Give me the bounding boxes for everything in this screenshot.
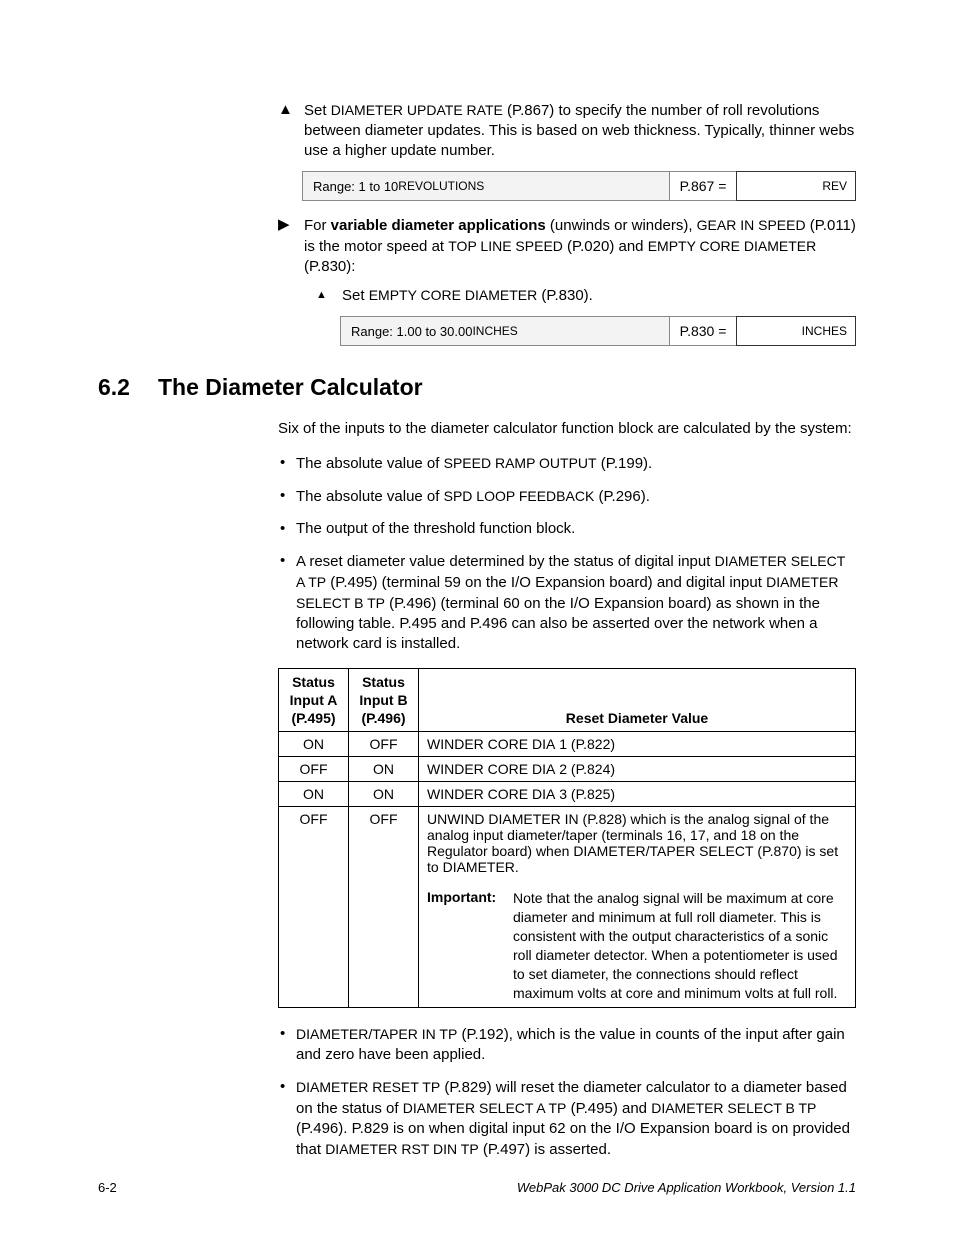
param-range: Range: 1 to 10 REVOLUTIONS — [302, 171, 670, 201]
cell-a: OFF — [279, 807, 349, 1008]
bullet-item: DIAMETER RESET TP (P.829) will reset the… — [278, 1077, 856, 1160]
doc-title: WebPak 3000 DC Drive Application Workboo… — [517, 1180, 856, 1195]
th-input-a: Status Input A (P.495) — [279, 669, 349, 732]
cell-a: ON — [279, 782, 349, 807]
param-row-p830: Range: 1.00 to 30.00 INCHES P.830 = INCH… — [340, 316, 856, 346]
triangle-up-icon: ▲ — [278, 100, 298, 120]
cell-b: ON — [349, 782, 419, 807]
page: ▲ Set DIAMETER UPDATE RATE (P.867) to sp… — [0, 0, 954, 1235]
p7: EMPTY CORE DIAMETER — [648, 238, 817, 254]
important-label: Important: — [427, 889, 513, 1003]
triangle-right-icon: ▶ — [278, 215, 298, 235]
p6: (P.020) and — [563, 238, 648, 255]
p8: (P.830): — [304, 258, 355, 275]
cell-c: WINDER CORE DIA 3 (P.825) — [419, 782, 856, 807]
step-item-diameter-update-rate: ▲ Set DIAMETER UPDATE RATE (P.867) to sp… — [278, 100, 856, 161]
param-label: P.867 = — [670, 171, 736, 201]
th-input-b: Status Input B (P.496) — [349, 669, 419, 732]
range-unit: REVOLUTIONS — [398, 179, 484, 193]
s2: (P.830). — [537, 287, 593, 304]
param-unit: INCHES — [802, 324, 847, 338]
range-unit: INCHES — [472, 324, 517, 338]
p5: TOP LINE SPEED — [448, 238, 563, 254]
param-row-p867: Range: 1 to 10 REVOLUTIONS P.867 = REV — [302, 171, 856, 201]
cell-a: ON — [279, 732, 349, 757]
cell-b: OFF — [349, 807, 419, 1008]
page-footer: 6-2 WebPak 3000 DC Drive Application Wor… — [98, 1180, 856, 1195]
bullet-list-b: DIAMETER/TAPER IN TP (P.192), which is t… — [278, 1024, 856, 1160]
important-note: Important: Note that the analog signal w… — [427, 889, 847, 1003]
cell-b: ON — [349, 757, 419, 782]
bullet-item: The absolute value of SPD LOOP FEEDBACK … — [278, 486, 856, 507]
p0: For — [304, 217, 331, 234]
step-text: Set DIAMETER UPDATE RATE (P.867) to spec… — [304, 100, 856, 161]
table-row: OFF OFF UNWIND DIAMETER IN (P.828) which… — [279, 807, 856, 1008]
section-number: 6.2 — [98, 374, 158, 401]
bullet-list-a: The absolute value of SPEED RAMP OUTPUT … — [278, 453, 856, 654]
range-label: Range: 1.00 to 30.00 — [351, 324, 472, 339]
sub-step-empty-core: ▲ Set EMPTY CORE DIAMETER (P.830). — [316, 285, 856, 306]
page-number: 6-2 — [98, 1180, 117, 1195]
p3: GEAR IN SPEED — [697, 217, 806, 233]
bullet-item: DIAMETER/TAPER IN TP (P.192), which is t… — [278, 1024, 856, 1065]
t1: Set — [304, 102, 331, 119]
param-value-box[interactable]: INCHES — [736, 316, 856, 346]
sub-text: Set EMPTY CORE DIAMETER (P.830). — [342, 285, 856, 306]
p2: (unwinds or winders), — [546, 217, 697, 234]
s1: EMPTY CORE DIAMETER — [369, 287, 538, 303]
p1: variable diameter applications — [331, 217, 546, 234]
param-label: P.830 = — [670, 316, 736, 346]
cell-b: OFF — [349, 732, 419, 757]
section-title: The Diameter Calculator — [158, 374, 423, 400]
step-item-variable-diameter: ▶ For variable diameter applications (un… — [278, 215, 856, 277]
table-row: ON ON WINDER CORE DIA 3 (P.825) — [279, 782, 856, 807]
param-range: Range: 1.00 to 30.00 INCHES — [340, 316, 670, 346]
param-unit: REV — [822, 179, 847, 193]
section-body: Six of the inputs to the diameter calcul… — [278, 419, 856, 1160]
table-row: OFF ON WINDER CORE DIA 2 (P.824) — [279, 757, 856, 782]
triangle-up-small-icon: ▲ — [316, 285, 332, 305]
range-label: Range: 1 to 10 — [313, 179, 398, 194]
section-heading: 6.2The Diameter Calculator — [98, 374, 856, 401]
table-header-row: Status Input A (P.495) Status Input B (P… — [279, 669, 856, 732]
bullet-item: A reset diameter value determined by the… — [278, 551, 856, 654]
intro-paragraph: Six of the inputs to the diameter calcul… — [278, 419, 856, 439]
step-text: For variable diameter applications (unwi… — [304, 215, 856, 277]
cell-c: WINDER CORE DIA 2 (P.824) — [419, 757, 856, 782]
bullet-item: The absolute value of SPEED RAMP OUTPUT … — [278, 453, 856, 474]
param-value-box[interactable]: REV — [736, 171, 856, 201]
th-reset-value: Reset Diameter Value — [419, 669, 856, 732]
s0: Set — [342, 287, 369, 304]
cell-a: OFF — [279, 757, 349, 782]
cell-c: WINDER CORE DIA 1 (P.822) — [419, 732, 856, 757]
t2: DIAMETER UPDATE RATE — [331, 102, 503, 118]
content-area: ▲ Set DIAMETER UPDATE RATE (P.867) to sp… — [278, 100, 856, 346]
important-text: Note that the analog signal will be maxi… — [513, 889, 847, 1003]
reset-diameter-table: Status Input A (P.495) Status Input B (P… — [278, 668, 856, 1008]
table-row: ON OFF WINDER CORE DIA 1 (P.822) — [279, 732, 856, 757]
bullet-item: The output of the threshold function blo… — [278, 519, 856, 539]
cell-c: UNWIND DIAMETER IN (P.828) which is the … — [419, 807, 856, 1008]
